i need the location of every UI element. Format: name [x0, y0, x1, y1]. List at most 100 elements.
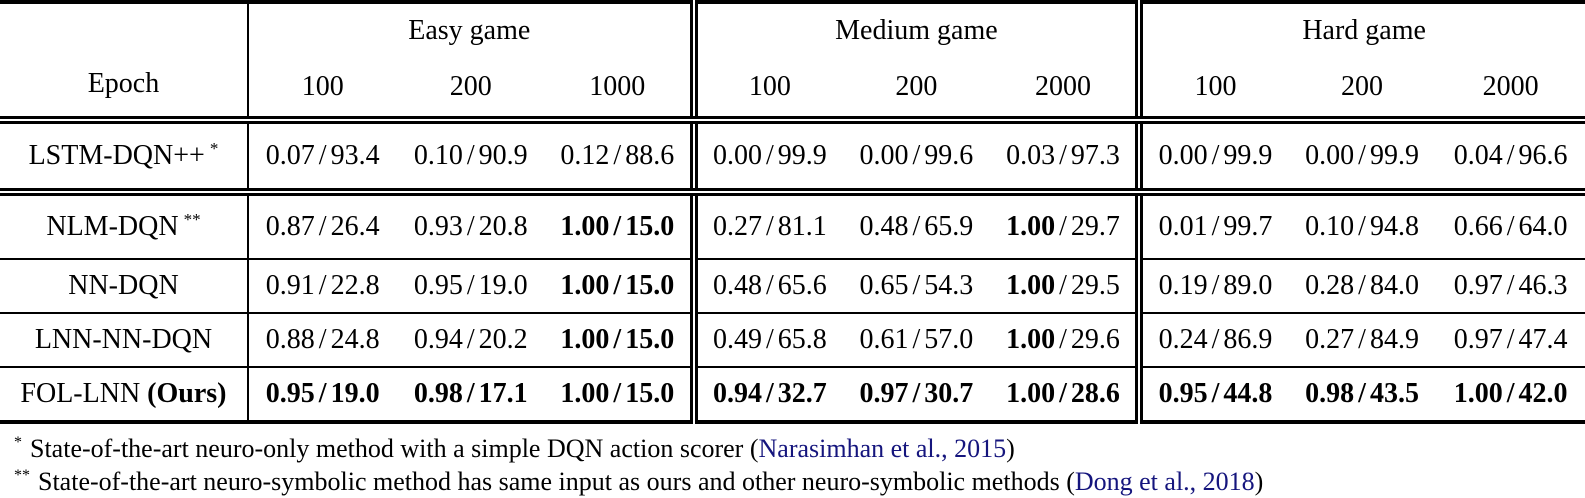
quest-score-value: 0.00 [859, 140, 909, 171]
quest-score-value: 1.00 [560, 378, 610, 409]
group-header-row: Epoch Easy game Medium game Hard game [0, 0, 1585, 124]
value-separator: / [1358, 378, 1366, 409]
result-cell: 0.04/96.6 [1436, 119, 1585, 196]
result-cell: 0.24/86.9 [1135, 312, 1288, 367]
footnote-marker: * [209, 138, 219, 158]
result-cell: 0.97/30.7 [842, 366, 991, 424]
steps-value: 26.4 [330, 211, 380, 242]
quest-score-value: 0.12 [560, 140, 610, 171]
value-separator: / [1506, 324, 1515, 355]
steps-value: 30.7 [924, 378, 974, 409]
steps-value: 46.3 [1518, 270, 1568, 301]
footnote-marker: * [14, 434, 22, 452]
quest-score-value: 0.95 [413, 270, 463, 301]
quest-score-value: 0.27 [712, 211, 762, 242]
method-label-emphasis: (Ours) [140, 378, 227, 409]
result-cell: 0.48/65.9 [842, 191, 991, 259]
value-separator: / [765, 270, 774, 301]
value-separator: / [912, 211, 921, 242]
result-cell: 0.98/43.5 [1287, 366, 1437, 424]
quest-score-value: 1.00 [1453, 378, 1503, 409]
steps-value: 29.5 [1070, 270, 1120, 301]
method-label: LNN-NN-DQN [0, 312, 249, 367]
value-separator: / [1059, 324, 1067, 355]
value-separator: / [1358, 140, 1366, 171]
steps-value: 29.6 [1070, 324, 1120, 355]
value-separator: / [613, 378, 622, 409]
value-separator: / [1211, 140, 1220, 171]
result-cell: 0.66/64.0 [1436, 191, 1585, 259]
steps-value: 42.0 [1518, 378, 1568, 409]
epoch-col-header: 2000 [1436, 58, 1585, 124]
epoch-col-header: 100 [1135, 58, 1288, 124]
value-separator: / [1211, 324, 1220, 355]
result-cell: 0.95/44.8 [1135, 366, 1288, 424]
quest-score-value: 0.66 [1453, 211, 1503, 242]
result-cell: 0.00/99.9 [1135, 119, 1288, 196]
footnotes: * State-of-the-art neuro-only method with… [0, 424, 1585, 498]
quest-score-value: 1.00 [560, 324, 610, 355]
quest-score-value: 0.87 [265, 211, 315, 242]
steps-value: 94.8 [1369, 211, 1419, 242]
result-cell: 0.87/26.4 [247, 191, 397, 259]
citation-link[interactable]: Dong et al., 2018 [1074, 467, 1255, 496]
epoch-col-header: 200 [842, 58, 991, 124]
value-separator: / [318, 140, 327, 171]
steps-value: 15.0 [625, 211, 675, 242]
result-cell: 0.10/90.9 [396, 119, 546, 196]
citation-link[interactable]: Narasimhan et al., 2015 [758, 434, 1007, 463]
value-separator: / [318, 270, 327, 301]
group-header-hard: Hard game [1135, 0, 1585, 58]
quest-score-value: 0.48 [712, 270, 762, 301]
steps-value: 89.0 [1223, 270, 1273, 301]
value-separator: / [318, 211, 327, 242]
value-separator: / [912, 324, 921, 355]
quest-score-value: 0.49 [712, 324, 762, 355]
value-separator: / [1059, 140, 1067, 171]
quest-score-value: 0.98 [1305, 378, 1355, 409]
steps-value: 99.9 [777, 140, 827, 171]
result-cell: 0.97/47.4 [1436, 312, 1585, 367]
epoch-col-header: 200 [1287, 58, 1437, 124]
result-cell: 0.95/19.0 [396, 258, 546, 313]
value-separator: / [613, 270, 622, 301]
quest-score-value: 0.24 [1158, 324, 1208, 355]
steps-value: 65.6 [777, 270, 827, 301]
quest-score-value: 0.07 [265, 140, 315, 171]
steps-value: 24.8 [330, 324, 380, 355]
quest-score-value: 0.19 [1158, 270, 1208, 301]
result-cell: 1.00/15.0 [545, 312, 694, 367]
steps-value: 99.7 [1223, 211, 1273, 242]
value-separator: / [1506, 270, 1515, 301]
value-separator: / [1211, 211, 1220, 242]
footnote: ** State-of-the-art neuro-symbolic method… [14, 467, 1264, 496]
value-separator: / [765, 211, 774, 242]
value-separator: / [466, 270, 475, 301]
result-cell: 1.00/29.6 [990, 312, 1140, 367]
result-cell: 0.03/97.3 [990, 119, 1140, 196]
result-cell: 0.10/94.8 [1287, 191, 1437, 259]
method-label: LSTM-DQN++ * [0, 119, 249, 196]
epoch-col-header: 2000 [990, 58, 1140, 124]
quest-score-value: 0.88 [265, 324, 315, 355]
group-header-easy: Easy game [247, 0, 694, 58]
steps-value: 22.8 [330, 270, 380, 301]
epoch-col-header: 100 [247, 58, 397, 124]
steps-value: 47.4 [1518, 324, 1568, 355]
steps-value: 81.1 [777, 211, 827, 242]
result-cell: 1.00/15.0 [545, 191, 694, 259]
steps-value: 20.2 [478, 324, 528, 355]
quest-score-value: 0.28 [1305, 270, 1355, 301]
result-cell: 1.00/29.5 [990, 258, 1140, 313]
quest-score-value: 0.00 [1158, 140, 1208, 171]
value-separator: / [765, 324, 774, 355]
result-cell: 1.00/28.6 [990, 366, 1140, 424]
steps-value: 54.3 [924, 270, 974, 301]
value-separator: / [1358, 270, 1366, 301]
value-separator: / [1506, 211, 1515, 242]
method-label: NLM-DQN ** [0, 191, 249, 259]
steps-value: 88.6 [625, 140, 675, 171]
result-cell: 0.01/99.7 [1135, 191, 1288, 259]
value-separator: / [466, 140, 475, 171]
